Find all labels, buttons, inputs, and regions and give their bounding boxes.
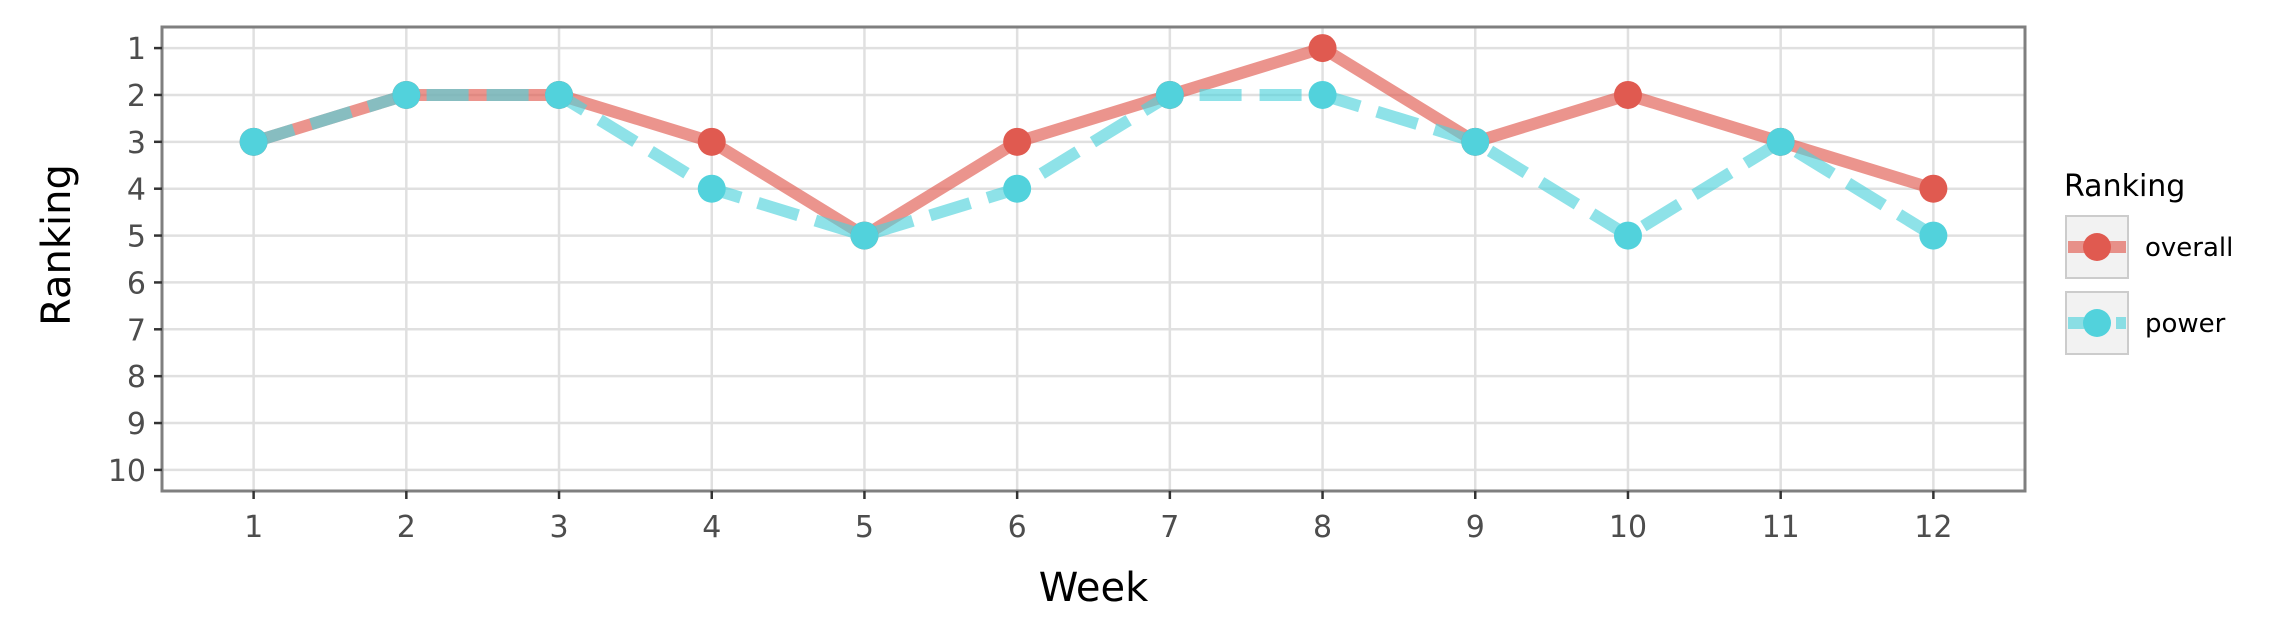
y-tick-label: 10	[108, 454, 146, 489]
data-point-power	[1003, 174, 1032, 203]
series-line-power	[251, 88, 1937, 242]
legend-title: Ranking	[2064, 169, 2185, 204]
y-tick-label: 7	[127, 313, 146, 348]
x-tick-label: 4	[702, 510, 721, 545]
plot-panel-border	[160, 25, 2027, 493]
x-tick-label: 1	[244, 510, 263, 545]
x-tick-label: 8	[1313, 510, 1332, 545]
data-point-overall	[1308, 34, 1337, 63]
y-tick-label: 2	[127, 79, 146, 114]
y-tick-label: 4	[127, 173, 146, 208]
data-point-power	[1155, 80, 1184, 109]
y-axis-title: Ranking	[34, 164, 80, 326]
legend-label: overall	[2145, 233, 2233, 263]
data-point-overall	[1613, 80, 1642, 109]
legend-item-overall: overall	[2065, 215, 2233, 279]
legend-label: power	[2145, 309, 2226, 339]
data-point-power	[697, 174, 726, 203]
data-point-power	[392, 80, 421, 109]
y-tick-label: 9	[127, 407, 146, 442]
y-tick-label: 5	[127, 220, 146, 255]
y-tick-label: 6	[127, 266, 146, 301]
data-point-power	[239, 127, 268, 156]
legend: Ranking overall power	[2064, 169, 2233, 355]
series-lines	[251, 42, 1937, 242]
grid-lines	[162, 27, 2025, 491]
x-axis-title: Week	[1039, 565, 1149, 611]
legend-item-power: power	[2065, 291, 2226, 355]
series-points	[239, 34, 1948, 250]
data-point-overall	[1919, 174, 1948, 203]
x-tick-label: 3	[549, 510, 568, 545]
legend-key-point	[2083, 233, 2111, 261]
legend-key-point	[2083, 309, 2111, 337]
data-point-power	[1919, 221, 1948, 250]
data-point-power	[850, 221, 879, 250]
x-tick-label: 5	[855, 510, 874, 545]
y-tick-label: 1	[127, 32, 146, 67]
data-point-power	[1461, 127, 1490, 156]
x-tick-label: 6	[1008, 510, 1027, 545]
x-tick-label: 11	[1762, 510, 1800, 545]
x-tick-label: 9	[1466, 510, 1485, 545]
data-point-power	[1766, 127, 1795, 156]
data-point-overall	[1003, 127, 1032, 156]
data-point-power	[1308, 80, 1337, 109]
y-tick-label: 8	[127, 360, 146, 395]
x-tick-label: 7	[1160, 510, 1179, 545]
data-point-power	[545, 80, 574, 109]
data-point-power	[1613, 221, 1642, 250]
series-line-overall	[251, 42, 1936, 242]
y-tick-label: 3	[127, 126, 146, 161]
x-tick-label: 10	[1609, 510, 1647, 545]
data-point-overall	[697, 127, 726, 156]
x-tick-label: 12	[1914, 510, 1952, 545]
x-tick-label: 2	[397, 510, 416, 545]
